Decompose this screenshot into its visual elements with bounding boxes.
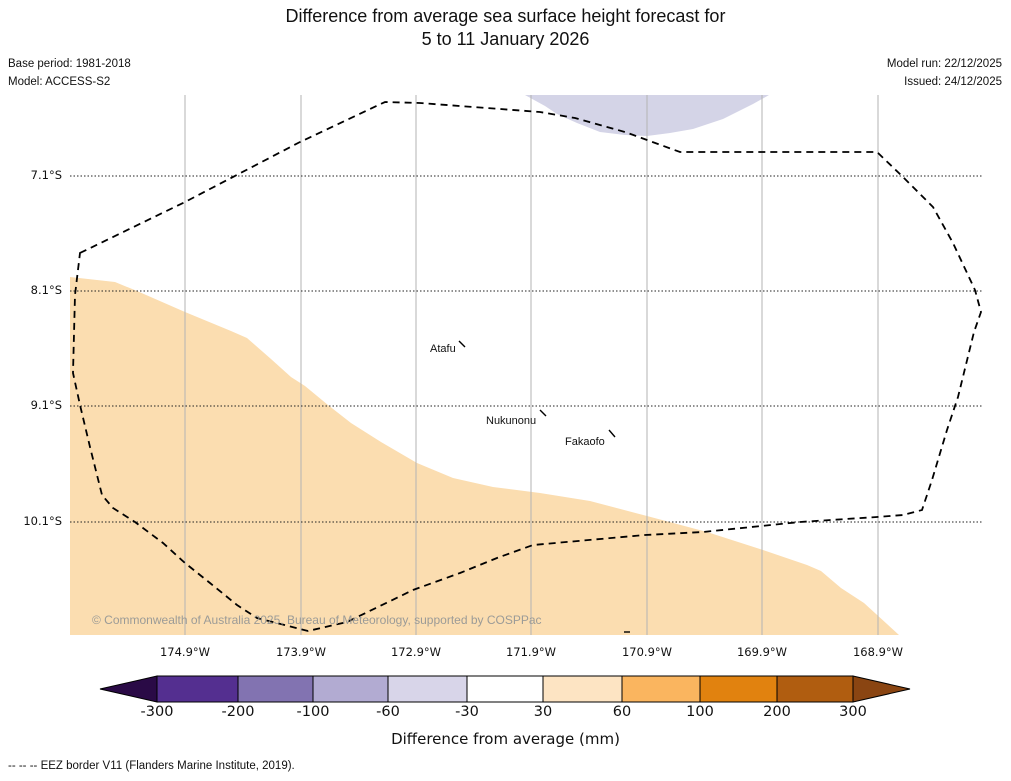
lat-label-9.1s: 9.1°S <box>30 398 62 412</box>
eez-border <box>72 101 982 632</box>
colorbar-segment <box>156 675 239 703</box>
figure-title-line1: Difference from average sea surface heig… <box>285 6 726 26</box>
nukunonu-marker <box>539 409 547 417</box>
colorbar-right-arrow <box>852 675 911 703</box>
lat-label-8.1s: 8.1°S <box>30 283 62 297</box>
island-label-atafu: Atafu <box>430 343 456 355</box>
lat-label-10.1s: 10.1°S <box>23 514 62 528</box>
colorbar-segment <box>542 675 623 703</box>
colorbar-segment <box>776 675 854 703</box>
cbar-tick-300: 300 <box>839 704 867 720</box>
lon-label-168.9w: 168.9°W <box>852 645 904 659</box>
model-text: Model: ACCESS-S2 <box>8 76 111 88</box>
cbar-tick--100: -100 <box>296 704 330 720</box>
island-markers <box>458 340 630 633</box>
lon-label-174.9w: 174.9°W <box>159 645 211 659</box>
base-period-text: Base period: 1981-2018 <box>8 58 131 70</box>
colorbar-segment <box>312 675 389 703</box>
fakaofo-marker <box>608 429 616 438</box>
colorbar-left-arrow <box>99 675 158 703</box>
colorbar <box>99 675 911 703</box>
cbar-tick--300: -300 <box>140 704 174 720</box>
lon-label-173.9w: 173.9°W <box>275 645 327 659</box>
lon-label-169.9w: 169.9°W <box>736 645 788 659</box>
island-label-nukunonu: Nukunonu <box>486 415 537 427</box>
lat-label-7.1s: 7.1°S <box>30 168 62 182</box>
lon-label-170.9w: 170.9°W <box>621 645 673 659</box>
colorbar-axis-label: Difference from average (mm) <box>391 730 620 748</box>
atafu-marker <box>458 340 466 348</box>
lon-label-172.9w: 172.9°W <box>390 645 442 659</box>
figure-title: Difference from average sea surface heig… <box>0 5 1011 51</box>
run-info: Model run: 22/12/2025 Issued: 24/12/2025 <box>887 55 1002 91</box>
eez-legend-text: -- -- -- EEZ border V11 (Flanders Marine… <box>8 760 295 772</box>
cbar-tick--30: -30 <box>455 704 479 720</box>
positive-anomaly-region <box>70 277 899 635</box>
cbar-tick-100: 100 <box>686 704 714 720</box>
latitude-gridlines <box>70 175 983 523</box>
colorbar-segment <box>699 675 778 703</box>
colorbar-segment <box>237 675 314 703</box>
cbar-tick-30: 30 <box>533 704 553 720</box>
issued-text: Issued: 24/12/2025 <box>904 76 1002 88</box>
model-info: Base period: 1981-2018 Model: ACCESS-S2 <box>8 55 131 91</box>
copyright-text: © Commonwealth of Australia 2025, Bureau… <box>92 613 542 627</box>
colorbar-segment <box>466 675 544 703</box>
cbar-tick--60: -60 <box>376 704 400 720</box>
cbar-tick--200: -200 <box>221 704 255 720</box>
island-label-fakaofo: Fakaofo <box>565 436 605 448</box>
cbar-tick-60: 60 <box>612 704 632 720</box>
colorbar-segment <box>387 675 468 703</box>
figure-title-line2: 5 to 11 January 2026 <box>421 29 590 49</box>
cbar-tick-200: 200 <box>763 704 791 720</box>
lon-label-171.9w: 171.9°W <box>505 645 557 659</box>
colorbar-segment <box>621 675 701 703</box>
model-run-text: Model run: 22/12/2025 <box>886 58 1002 70</box>
